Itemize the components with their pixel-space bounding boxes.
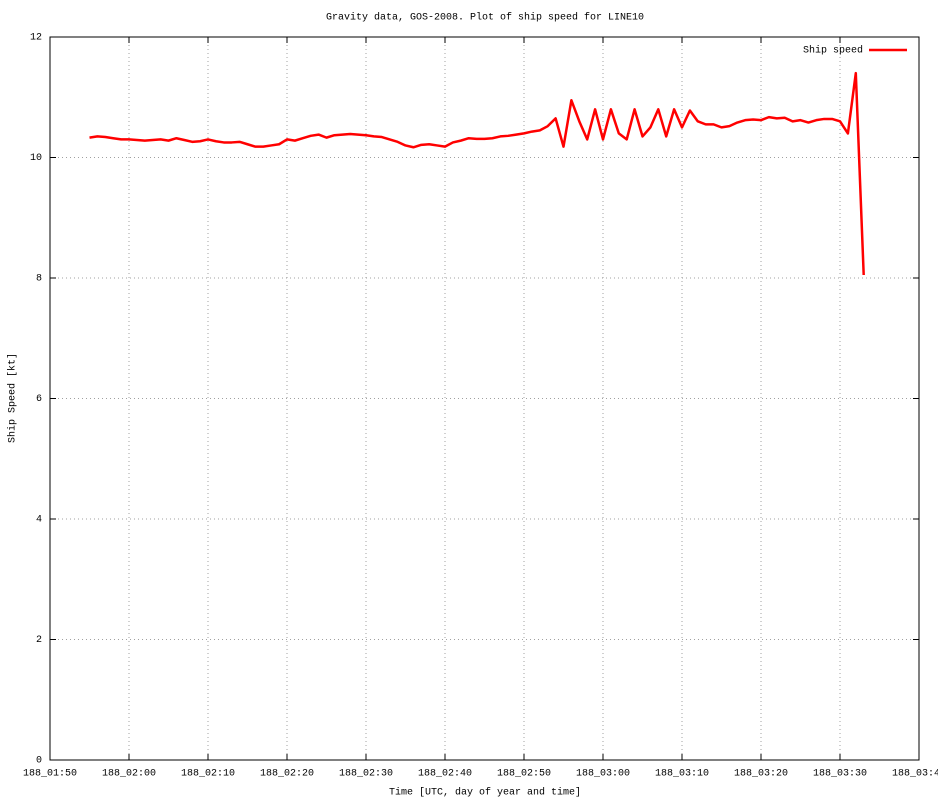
data-line bbox=[89, 71, 865, 276]
y-tick-label: 6 bbox=[36, 394, 42, 405]
x-tick-label: 188_02:20 bbox=[260, 769, 314, 780]
x-axis-label: Time [UTC, day of year and time] bbox=[389, 787, 581, 799]
x-tick-label: 188_02:00 bbox=[102, 769, 156, 780]
x-tick-label: 188_03:20 bbox=[734, 769, 788, 780]
x-tick-label: 188_03:40 bbox=[892, 769, 938, 780]
x-tick-label: 188_01:50 bbox=[23, 769, 77, 780]
plot-frame bbox=[49, 36, 920, 761]
y-tick-label: 2 bbox=[36, 635, 42, 646]
x-tick-label: 188_02:50 bbox=[497, 769, 551, 780]
x-tick-label: 188_02:30 bbox=[339, 769, 393, 780]
x-tick-label: 188_02:40 bbox=[418, 769, 472, 780]
x-tick-label: 188_02:10 bbox=[181, 769, 235, 780]
x-tick-label: 188_03:10 bbox=[655, 769, 709, 780]
x-tick-label: 188_03:00 bbox=[576, 769, 630, 780]
y-tick-label: 10 bbox=[30, 153, 42, 164]
y-axis-label: Ship Speed [kt] bbox=[7, 353, 19, 443]
y-tick-label: 8 bbox=[36, 274, 42, 285]
chart-title: Gravity data, GOS-2008. Plot of ship spe… bbox=[326, 12, 644, 24]
x-tick-label: 188_03:30 bbox=[813, 769, 867, 780]
y-tick-label: 12 bbox=[30, 33, 42, 44]
y-tick-label: 4 bbox=[36, 515, 42, 526]
legend-label: Ship speed bbox=[803, 45, 863, 57]
y-tick-label: 0 bbox=[36, 756, 42, 767]
